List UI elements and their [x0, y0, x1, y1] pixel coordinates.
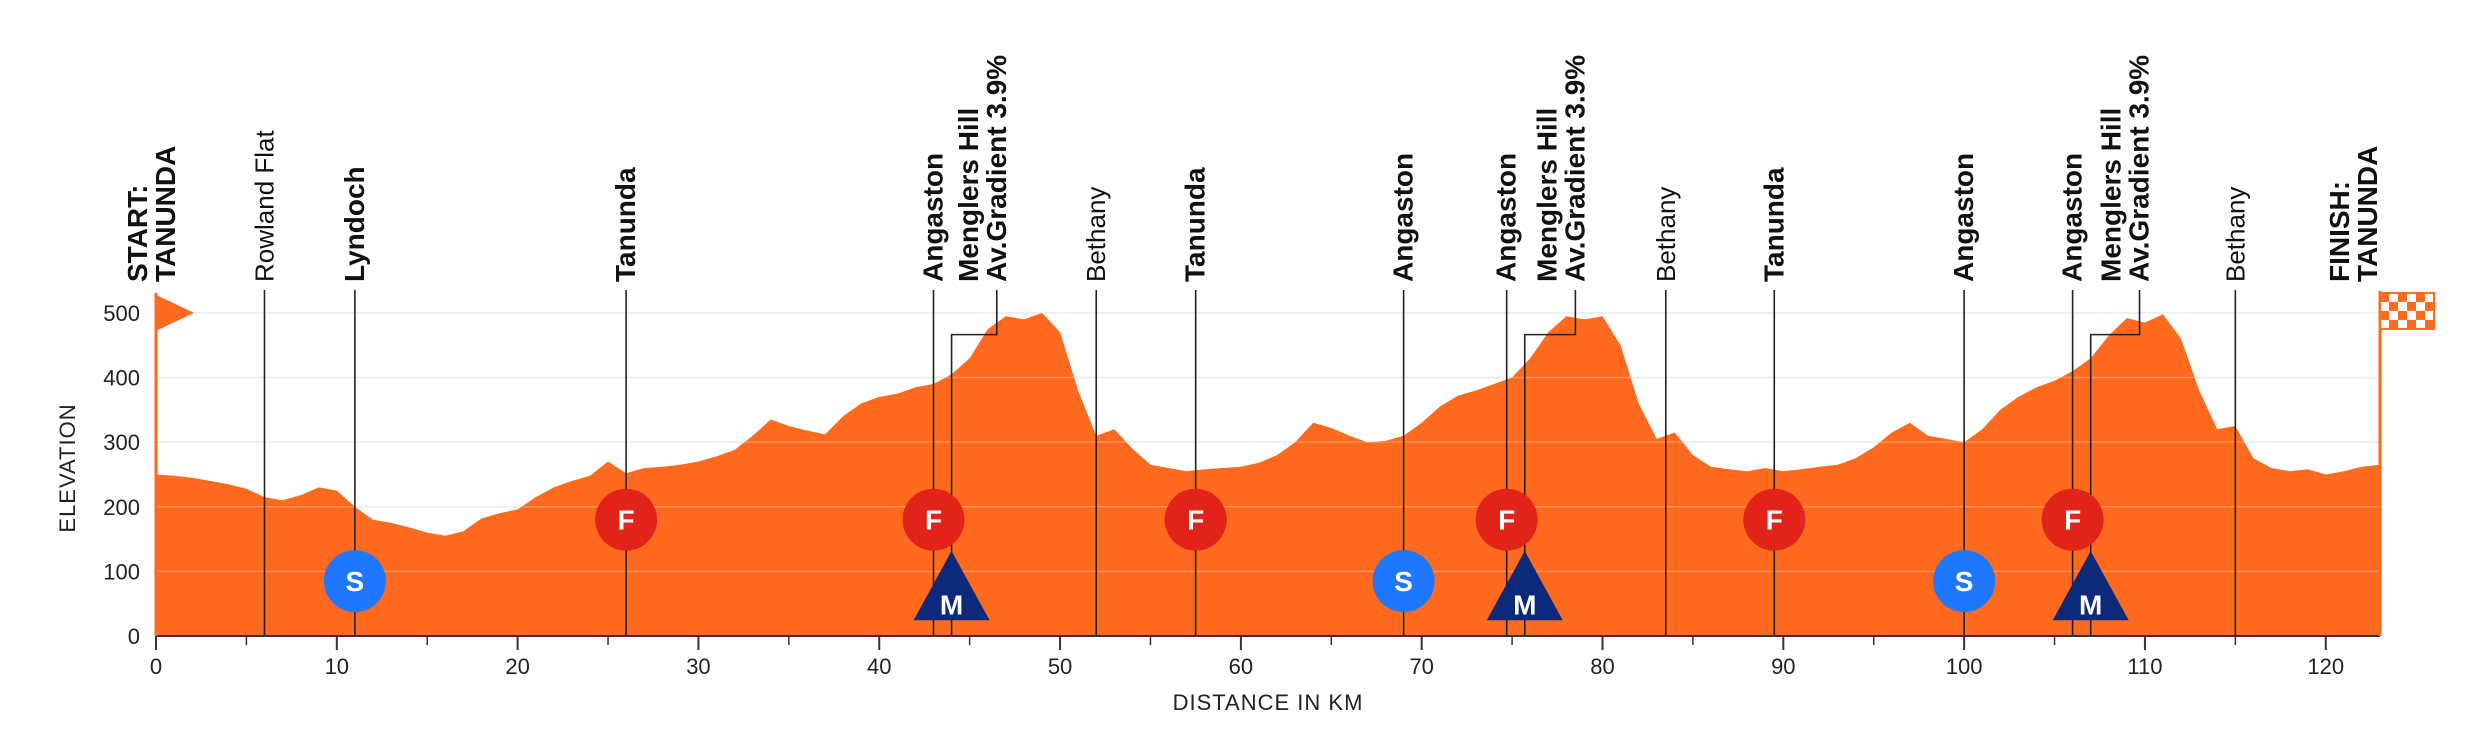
- location-label: Tanunda: [1180, 167, 1211, 282]
- svg-text:F: F: [2064, 505, 2081, 536]
- mountain-marker-icon: M: [1486, 550, 1563, 620]
- location-label: Av.Gradient 3.9%: [1559, 55, 1590, 282]
- start-finish-flags: [154, 290, 2435, 636]
- x-tick-label: 50: [1048, 654, 1072, 679]
- feed-zone-marker-icon: F: [1743, 488, 1806, 551]
- x-tick-label: 10: [325, 654, 349, 679]
- feed-zone-marker-icon: F: [1164, 488, 1227, 551]
- location-label: Menglers Hill: [2096, 108, 2127, 282]
- x-tick-label: 0: [150, 654, 162, 679]
- x-tick-label: 60: [1229, 654, 1253, 679]
- location-line: [2089, 290, 2141, 636]
- start-flag-icon: [156, 294, 194, 331]
- y-tick-label: 100: [103, 559, 140, 584]
- svg-text:F: F: [925, 505, 942, 536]
- location-label: Rowland Flat: [249, 129, 279, 282]
- svg-text:S: S: [346, 566, 365, 597]
- sprint-marker-icon: S: [1372, 550, 1435, 613]
- y-tick-label: 200: [103, 495, 140, 520]
- x-tick-label: 120: [2307, 654, 2344, 679]
- location-labels: START:TANUNDA Rowland Flat Lyndoch Tanunda A…: [122, 55, 2383, 282]
- finish-flag-icon: [2379, 291, 2435, 330]
- location-label: Lyndoch: [339, 166, 370, 282]
- svg-text:M: M: [1513, 589, 1536, 620]
- y-axis-title: ELEVATION: [55, 403, 80, 532]
- location-label: Angaston: [1491, 153, 1522, 282]
- location-label: Av.Gradient 3.9%: [2124, 55, 2155, 282]
- sprint-marker-icon: S: [323, 550, 386, 613]
- location-label: Menglers Hill: [953, 108, 984, 282]
- x-tick-label: 100: [1946, 654, 1983, 679]
- x-tick-label: 80: [1590, 654, 1614, 679]
- location-label: Bethany: [1651, 187, 1681, 282]
- elevation-profile-area: [156, 312, 2380, 636]
- location-line: [950, 290, 998, 636]
- svg-text:S: S: [1955, 566, 1974, 597]
- feed-zone-marker-icon: F: [2041, 488, 2104, 551]
- location-label: TANUNDA: [150, 146, 181, 282]
- location-label: Angaston: [2057, 153, 2088, 282]
- location-label: Angaston: [1388, 153, 1419, 282]
- svg-text:F: F: [1187, 505, 1204, 536]
- mountain-marker-icon: M: [913, 550, 990, 620]
- axes: 0 10 20 30 40 50 60 70 80 90 100 110 120 0 100 200 300 40…: [103, 301, 2380, 679]
- x-tick-label: 90: [1771, 654, 1795, 679]
- feed-zone-marker-icon: F: [902, 488, 965, 551]
- svg-text:M: M: [2079, 589, 2102, 620]
- location-label: Av.Gradient 3.9%: [981, 55, 1012, 282]
- location-label: Bethany: [1081, 187, 1111, 282]
- location-lines: [263, 290, 2237, 636]
- location-label: Tanunda: [1758, 167, 1789, 282]
- svg-text:F: F: [618, 505, 635, 536]
- y-tick-label: 0: [128, 624, 140, 649]
- route-markers: S S S F F F F F F M M M: [323, 488, 2129, 620]
- y-tick-label: 500: [103, 301, 140, 326]
- feed-zone-marker-icon: F: [1475, 488, 1538, 551]
- location-label: START:: [122, 185, 153, 282]
- svg-text:F: F: [1498, 505, 1515, 536]
- x-tick-label: 40: [867, 654, 891, 679]
- location-label: Angaston: [1948, 153, 1979, 282]
- location-label: Tanunda: [610, 167, 641, 282]
- location-label: Menglers Hill: [1531, 108, 1562, 282]
- y-tick-label: 300: [103, 430, 140, 455]
- profile-area-group: [156, 312, 2380, 636]
- x-tick-label: 20: [505, 654, 529, 679]
- location-label: Bethany: [2220, 187, 2250, 282]
- location-label: FINISH:: [2324, 181, 2355, 282]
- sprint-marker-icon: S: [1933, 550, 1996, 613]
- location-line: [1523, 290, 1577, 636]
- feed-zone-marker-icon: F: [595, 488, 658, 551]
- x-tick-label: 30: [686, 654, 710, 679]
- x-tick-label: 110: [2127, 654, 2162, 679]
- svg-text:S: S: [1394, 566, 1413, 597]
- x-axis-title: DISTANCE IN KM: [1173, 690, 1364, 715]
- svg-text:M: M: [940, 589, 963, 620]
- location-label: Angaston: [917, 153, 948, 282]
- x-tick-label: 70: [1409, 654, 1433, 679]
- mountain-marker-icon: M: [2052, 550, 2129, 620]
- location-label: TANUNDA: [2352, 146, 2383, 282]
- svg-text:F: F: [1766, 505, 1783, 536]
- y-tick-label: 400: [103, 366, 140, 391]
